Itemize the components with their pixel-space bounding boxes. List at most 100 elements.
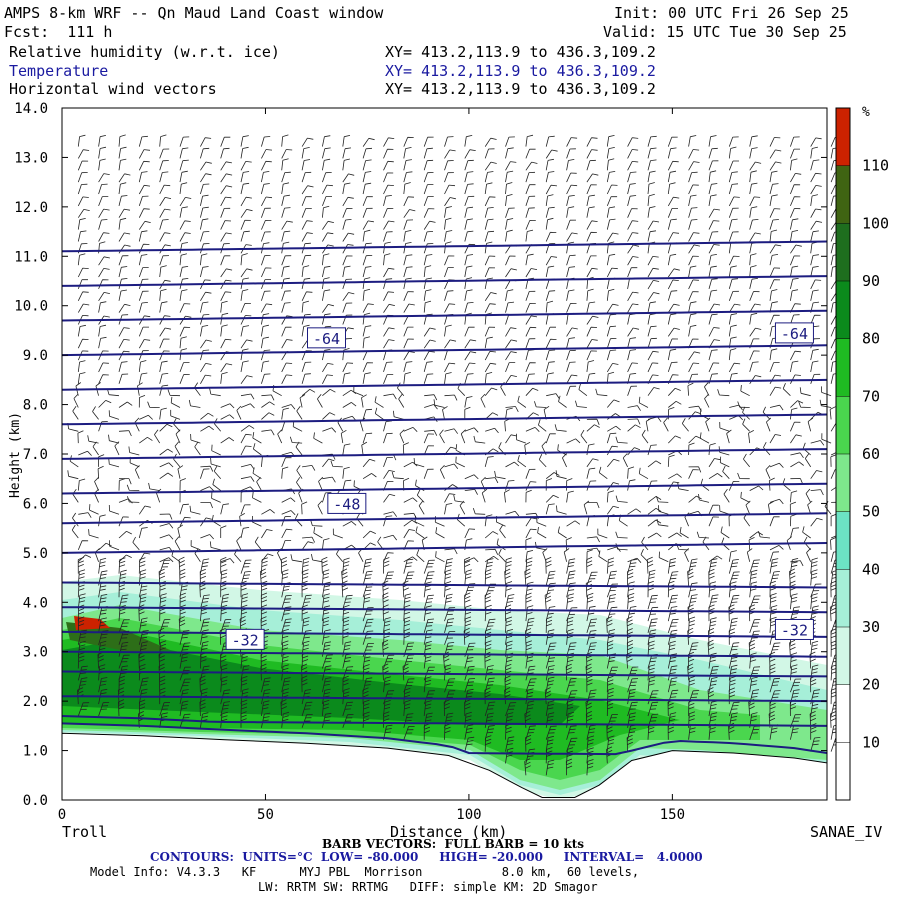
wind-barb	[159, 373, 169, 384]
wind-barb	[728, 160, 739, 171]
wind-barb	[586, 315, 599, 325]
wind-barb	[342, 292, 355, 302]
wind-barb	[769, 605, 778, 622]
wind-barb	[745, 500, 751, 515]
wind-barb	[586, 159, 596, 171]
wind-barb	[742, 418, 750, 432]
contour-label-box	[774, 618, 814, 640]
wind-barb	[728, 642, 740, 657]
wind-barb	[261, 324, 269, 337]
wind-barb	[220, 711, 228, 728]
wind-barb	[444, 690, 456, 705]
wind-barb	[769, 616, 777, 633]
wind-barb	[439, 465, 445, 479]
wind-barb	[301, 541, 314, 551]
wind-barb	[749, 327, 762, 337]
wind-barb	[301, 388, 316, 397]
wind-barb	[586, 301, 596, 313]
wind-barb	[708, 568, 715, 586]
wind-barb	[688, 244, 700, 254]
wind-barb	[464, 406, 471, 420]
wind-barb	[708, 458, 721, 468]
wind-barb	[484, 387, 498, 396]
wind-barb	[220, 557, 227, 574]
wind-barb	[138, 699, 146, 717]
wind-barb	[444, 241, 452, 254]
wind-barb	[810, 185, 822, 195]
wind-barb	[586, 759, 594, 776]
wind-barb	[423, 690, 435, 705]
wind-barb	[403, 266, 413, 278]
wind-barb	[505, 327, 517, 337]
wind-barb	[667, 653, 678, 669]
wind-barb	[667, 232, 680, 242]
wind-barb	[708, 504, 719, 515]
wind-barb	[423, 594, 434, 610]
wind-barb	[790, 400, 804, 408]
wind-barb	[453, 494, 465, 503]
wind-barb	[505, 207, 515, 218]
wind-barb	[516, 433, 527, 444]
wind-barb	[139, 436, 153, 444]
wind-barb	[362, 558, 372, 574]
wind-barb	[525, 171, 536, 183]
wind-barb	[606, 629, 616, 645]
temperature-contour	[61, 344, 828, 357]
wind-barb	[194, 441, 201, 456]
wind-barb	[159, 557, 174, 563]
wind-barb	[361, 394, 367, 408]
wind-barb	[281, 457, 292, 468]
wind-barb	[159, 593, 167, 610]
wind-barb	[585, 663, 593, 681]
wind-barb	[557, 526, 567, 539]
wind-barb	[403, 254, 413, 266]
wind-barb	[525, 581, 534, 598]
wind-barb	[606, 363, 619, 373]
wind-barb	[403, 699, 411, 717]
wind-barb	[606, 196, 618, 207]
wind-barb	[77, 172, 88, 183]
wind-barb	[444, 255, 455, 266]
wind-barb	[98, 664, 106, 681]
wind-barb	[498, 548, 506, 563]
wind-barb	[442, 406, 448, 420]
wind-barb	[118, 182, 127, 195]
wind-barb	[296, 465, 303, 479]
wind-barb	[383, 303, 395, 313]
wind-barb	[627, 666, 639, 681]
wind-barb	[719, 421, 730, 432]
wind-barb	[342, 557, 350, 574]
wind-barb	[98, 336, 107, 349]
wind-barb	[281, 134, 289, 147]
wind-barb	[402, 580, 409, 598]
wind-barb	[606, 135, 615, 147]
wind-barb	[89, 504, 99, 515]
wind-barb	[200, 629, 209, 645]
wind-barb	[627, 418, 641, 425]
wind-barb	[281, 158, 289, 171]
terrain	[61, 732, 828, 801]
colorbar-segment	[836, 569, 850, 627]
wind-barb	[77, 629, 88, 645]
wind-barb	[362, 711, 370, 728]
wind-barb	[322, 427, 337, 433]
wind-barb	[424, 394, 438, 401]
wind-barb	[810, 689, 820, 705]
wind-barb	[545, 665, 555, 681]
wind-barb	[708, 555, 723, 563]
wind-barb	[749, 559, 760, 574]
wind-barb	[281, 149, 293, 159]
wind-barb	[281, 182, 290, 195]
wind-barb	[296, 405, 303, 420]
wind-barb	[517, 395, 527, 408]
wind-barb	[586, 339, 598, 349]
wind-barb	[749, 291, 760, 301]
wind-barb	[565, 758, 573, 776]
wind-barb	[423, 629, 433, 645]
wind-barb	[77, 279, 89, 290]
colorbar-segment	[836, 281, 850, 339]
wind-barb	[484, 592, 491, 610]
temperature-contour	[61, 695, 828, 703]
wind-barb	[322, 277, 330, 289]
wind-barb	[200, 173, 212, 183]
